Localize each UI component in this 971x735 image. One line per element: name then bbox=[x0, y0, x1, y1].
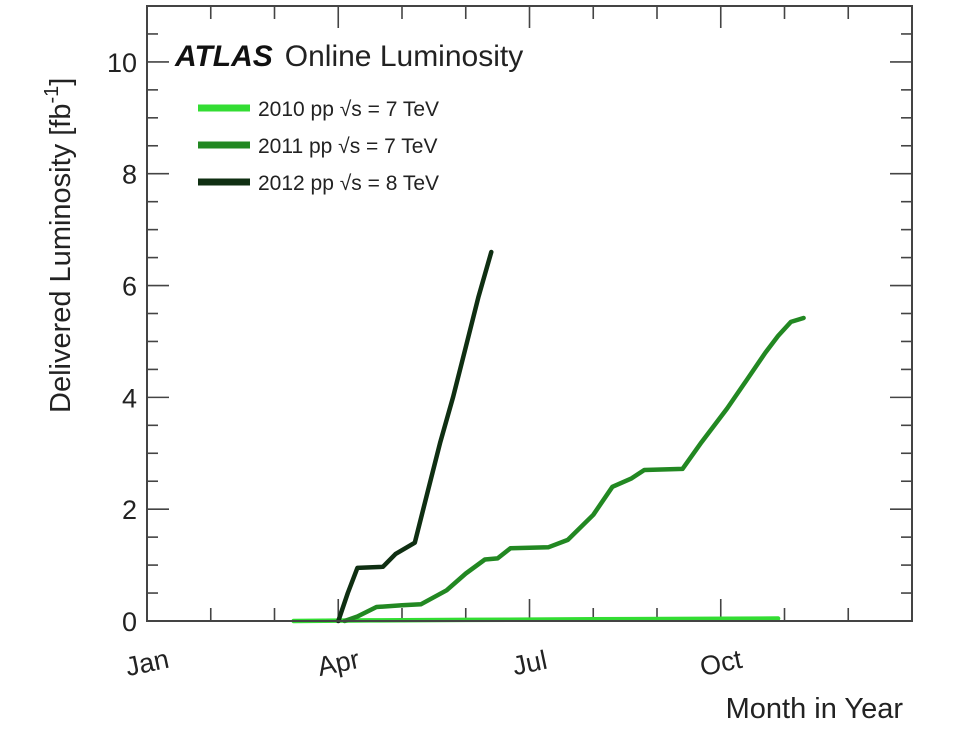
y-tick-label: 2 bbox=[122, 495, 137, 525]
y-tick-label: 4 bbox=[122, 383, 137, 413]
series-line-2 bbox=[336, 249, 494, 624]
chart-title-bold: ATLAS bbox=[174, 40, 273, 73]
x-axis-label: Month in Year bbox=[726, 693, 904, 725]
chart-title-rest: Online Luminosity bbox=[285, 40, 523, 73]
legend-entry-label: 2012 pp √s = 8 TeV bbox=[258, 172, 439, 195]
chart-title: ATLAS Online Luminosity bbox=[174, 40, 523, 73]
legend-entry-label: 2010 pp √s = 7 TeV bbox=[258, 98, 439, 121]
y-axis-label-sup: -1 bbox=[41, 86, 63, 104]
y-axis-label-close: ] bbox=[45, 78, 77, 86]
series-line-1 bbox=[342, 315, 806, 624]
y-tick-label: 6 bbox=[122, 272, 137, 302]
plot-frame bbox=[146, 5, 913, 622]
y-axis-label: Delivered Luminosity [fb-1] bbox=[41, 78, 77, 413]
y-axis-label-main: Delivered Luminosity [fb bbox=[45, 104, 77, 413]
y-tick-label: 8 bbox=[122, 160, 137, 190]
y-tick-label: 10 bbox=[107, 48, 137, 78]
x-tick-label: Jul bbox=[510, 645, 550, 682]
legend: 2010 pp √s = 7 TeV 2011 pp √s = 7 TeV 2012… bbox=[198, 98, 439, 195]
y-tick-labels: 0 2 4 6 8 10 bbox=[107, 48, 137, 637]
y-tick-label: 0 bbox=[122, 607, 137, 637]
legend-entry-label: 2011 pp √s = 7 TeV bbox=[258, 135, 437, 158]
